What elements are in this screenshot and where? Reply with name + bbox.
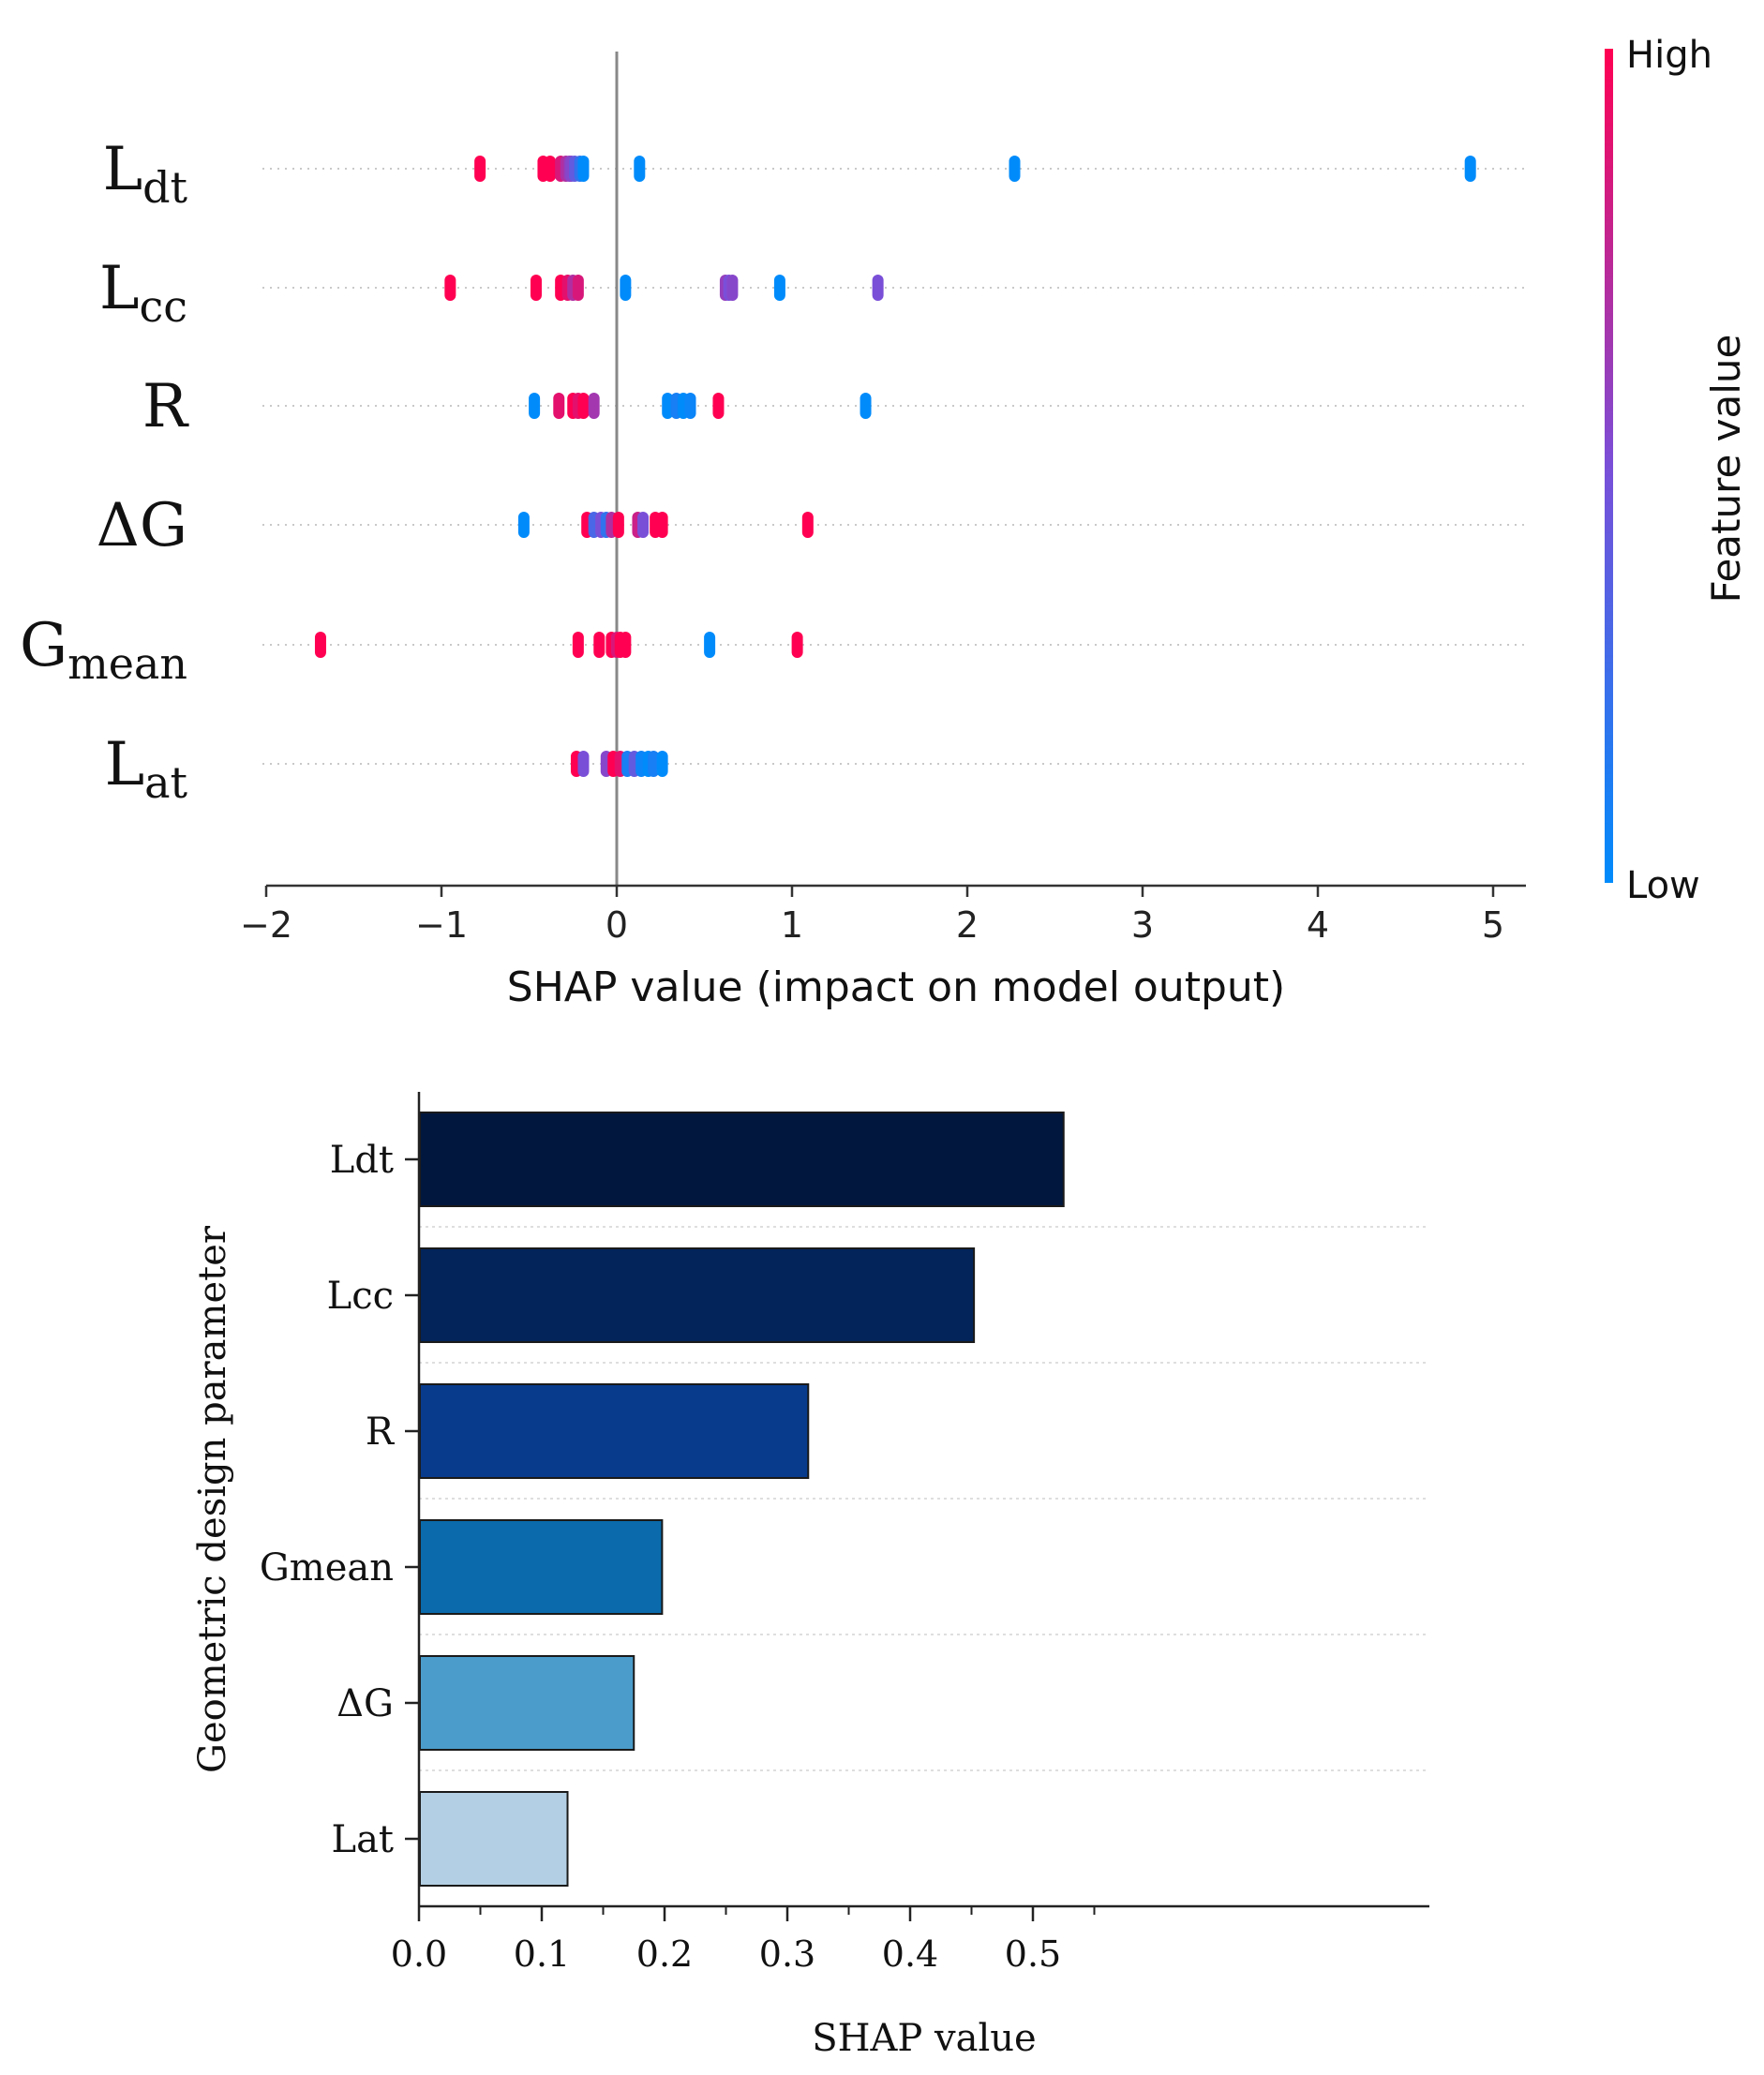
x-tick-label: 0.1 xyxy=(514,1933,570,1975)
shap-point xyxy=(872,275,884,301)
x-axis-ticks: −2 −1 0 1 2 3 4 5 xyxy=(240,886,1504,946)
colorbar-gradient xyxy=(1605,49,1613,883)
y-axis-title: Geometric design parameter xyxy=(191,1225,234,1773)
shap-point xyxy=(517,512,530,538)
y-tick-label: Ldt xyxy=(330,1139,394,1182)
bar xyxy=(419,1519,664,1615)
shap-point xyxy=(544,156,556,182)
bar xyxy=(419,1383,810,1479)
shap-point xyxy=(577,751,590,777)
shap-point xyxy=(860,393,872,419)
x-axis-ticks: 0.0 0.1 0.2 0.3 0.4 0.5 xyxy=(391,1906,1096,1975)
x-axis-title: SHAP value (impact on model output) xyxy=(507,963,1285,1011)
shap-point xyxy=(572,275,584,301)
bars xyxy=(419,1112,1065,1887)
feature-label: ΔG xyxy=(97,491,187,560)
shap-point xyxy=(1009,156,1021,182)
x-tick-label: 0.2 xyxy=(636,1933,693,1975)
colorbar-title: Feature value xyxy=(1703,335,1749,604)
row-guide-lines xyxy=(262,168,1528,765)
shap-point xyxy=(634,156,646,182)
x-axis-title: SHAP value xyxy=(812,2017,1036,2060)
y-tick-label: Gmean xyxy=(260,1546,394,1590)
shap-point xyxy=(530,275,542,301)
x-tick-label: −1 xyxy=(415,904,468,946)
shap-point xyxy=(656,751,668,777)
bar xyxy=(419,1247,976,1343)
shap-point xyxy=(712,393,725,419)
colorbar-low-label: Low xyxy=(1626,864,1700,907)
x-tick-label: 1 xyxy=(781,904,803,946)
feature-label: Ldt xyxy=(103,135,188,213)
shap-point xyxy=(612,512,624,538)
shap-point xyxy=(773,275,785,301)
shap-point xyxy=(620,632,632,658)
bar xyxy=(419,1655,635,1751)
shap-point xyxy=(593,632,605,658)
shap-point xyxy=(553,393,565,419)
colorbar-high-label: High xyxy=(1626,34,1712,77)
bar xyxy=(419,1791,569,1887)
colorbar: High Low Feature value xyxy=(1605,34,1749,907)
x-tick-label: 5 xyxy=(1482,904,1504,946)
shap-point xyxy=(474,156,486,182)
shap-point xyxy=(588,393,600,419)
shap-point xyxy=(791,632,803,658)
shap-point xyxy=(648,751,660,777)
x-tick-label: 2 xyxy=(956,904,979,946)
shap-point xyxy=(801,512,814,538)
shap-point xyxy=(314,632,326,658)
feature-label: Lat xyxy=(105,730,188,808)
x-tick-label: 4 xyxy=(1307,904,1329,946)
x-tick-label: 0.5 xyxy=(1005,1933,1061,1975)
x-tick-label: 0.4 xyxy=(882,1933,938,1975)
shap-point xyxy=(726,275,739,301)
feature-label: Gmean xyxy=(20,611,187,689)
x-tick-label: −2 xyxy=(240,904,292,946)
shap-point xyxy=(662,393,674,419)
shap-point xyxy=(704,632,716,658)
shap-point xyxy=(444,275,456,301)
feature-labels: Ldt Lcc R ΔG Gmean Lat xyxy=(20,135,189,808)
x-tick-label: 0 xyxy=(605,904,628,946)
shap-point xyxy=(572,632,584,658)
shap-point xyxy=(684,393,696,419)
shap-beeswarm-chart: −2 −1 0 1 2 3 4 5 Ldt Lcc R ΔG Gmean Lat SHAP value … xyxy=(20,34,1749,1011)
shap-point xyxy=(529,393,541,419)
y-tick-label: Lcc xyxy=(327,1275,394,1318)
shap-point xyxy=(620,275,632,301)
shap-point xyxy=(1464,156,1476,182)
y-tick-label: Lat xyxy=(332,1818,394,1861)
shap-point xyxy=(577,156,590,182)
x-tick-label: 0.3 xyxy=(759,1933,815,1975)
grid-lines xyxy=(419,1226,1429,1771)
shap-point xyxy=(577,393,590,419)
feature-label: Lcc xyxy=(99,254,187,332)
shap-point xyxy=(637,512,650,538)
y-axis-ticks: Ldt Lcc R Gmean ΔG Lat xyxy=(260,1139,419,1861)
bar xyxy=(419,1112,1065,1207)
y-tick-label: R xyxy=(366,1411,396,1454)
y-tick-label: ΔG xyxy=(336,1682,394,1725)
shap-point xyxy=(656,512,668,538)
x-tick-label: 3 xyxy=(1131,904,1154,946)
shap-points xyxy=(314,156,1476,777)
x-tick-label: 0.0 xyxy=(391,1933,447,1975)
shap-importance-bar-chart: Ldt Lcc R Gmean ΔG Lat 0.0 0.1 0.2 0.3 0.4 0.5 SHA… xyxy=(191,1092,1429,2060)
feature-label: R xyxy=(142,372,189,441)
